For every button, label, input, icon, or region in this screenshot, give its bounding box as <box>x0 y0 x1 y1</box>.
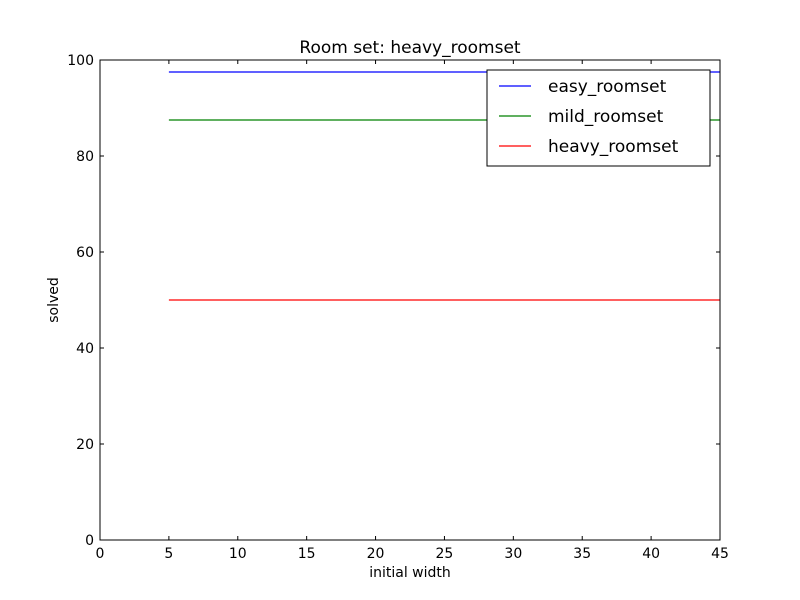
x-tick-label: 40 <box>642 546 660 562</box>
y-tick-label: 0 <box>85 533 94 549</box>
legend: easy_roomset mild_roomset heavy_roomset <box>486 69 711 167</box>
y-tick-label: 100 <box>67 53 94 69</box>
legend-label-mild_roomset: mild_roomset <box>548 107 664 127</box>
axes-frame <box>99 59 721 541</box>
legend-label-heavy_roomset: heavy_roomset <box>548 137 679 157</box>
y-tick-label: 80 <box>76 149 94 165</box>
x-tick-label: 0 <box>96 546 105 562</box>
x-tick-label: 15 <box>298 546 316 562</box>
plot-area: 0 5 10 15 20 25 30 35 40 45 0 20 40 60 80 100 easy_rooms… <box>67 53 729 562</box>
x-tick-label: 30 <box>504 546 522 562</box>
y-axis-label: solved <box>46 277 62 323</box>
y-tick-label: 20 <box>76 437 94 453</box>
x-tick-label: 20 <box>367 546 385 562</box>
x-tick-label: 10 <box>229 546 247 562</box>
x-axis-label: initial width <box>369 565 451 581</box>
legend-label-easy_roomset: easy_roomset <box>548 77 667 97</box>
x-tick-label: 45 <box>711 546 729 562</box>
y-tick-label: 40 <box>76 341 94 357</box>
x-tick-label: 5 <box>164 546 173 562</box>
y-tick-label: 60 <box>76 245 94 261</box>
x-tick-label: 25 <box>436 546 454 562</box>
chart-title: Room set: heavy_roomset <box>299 38 520 58</box>
x-tick-label: 35 <box>573 546 591 562</box>
